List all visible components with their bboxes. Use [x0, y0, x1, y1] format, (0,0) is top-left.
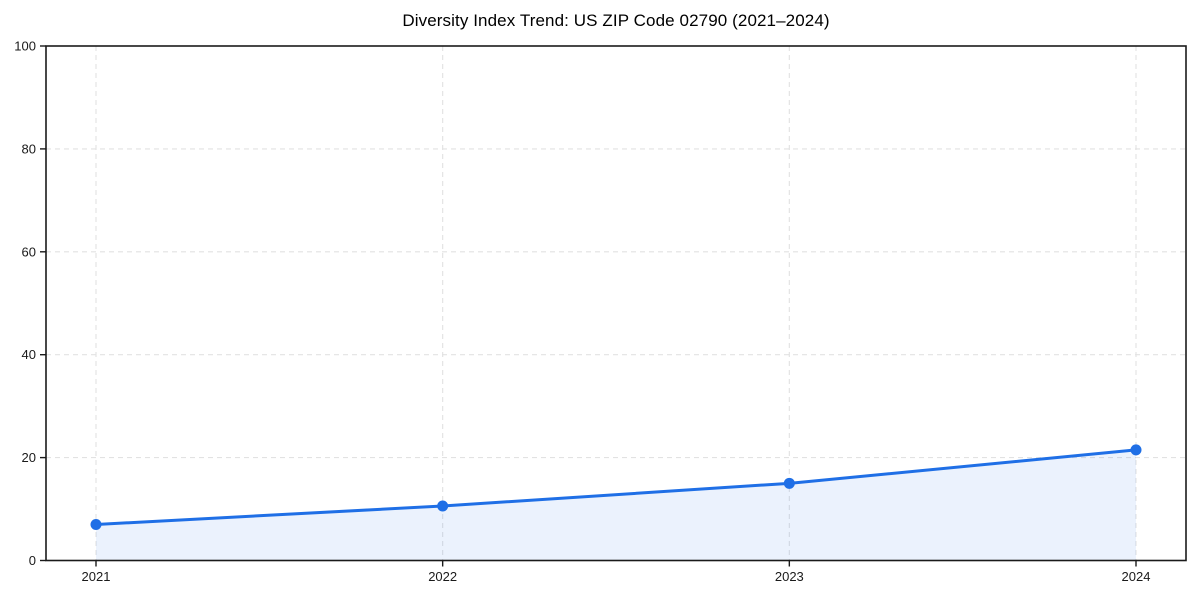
x-tick-label: 2024 — [1122, 569, 1151, 584]
y-tick-label: 40 — [22, 347, 36, 362]
x-tick-label: 2022 — [428, 569, 457, 584]
chart-title: Diversity Index Trend: US ZIP Code 02790… — [402, 11, 830, 30]
x-tick-label: 2021 — [82, 569, 111, 584]
x-tick-label: 2023 — [775, 569, 804, 584]
plot-border — [45, 45, 1187, 562]
y-tick-label: 100 — [14, 39, 36, 54]
data-point-marker — [437, 500, 449, 512]
data-point-marker — [783, 477, 795, 489]
y-tick-label: 20 — [22, 450, 36, 465]
data-line — [94, 448, 1138, 526]
y-tick-label: 0 — [29, 553, 36, 568]
data-point-marker — [90, 518, 102, 530]
data-point-marker — [1130, 444, 1142, 456]
area-fill — [96, 449, 1136, 561]
y-tick-label: 80 — [22, 141, 36, 156]
y-tick-label: 60 — [22, 244, 36, 259]
